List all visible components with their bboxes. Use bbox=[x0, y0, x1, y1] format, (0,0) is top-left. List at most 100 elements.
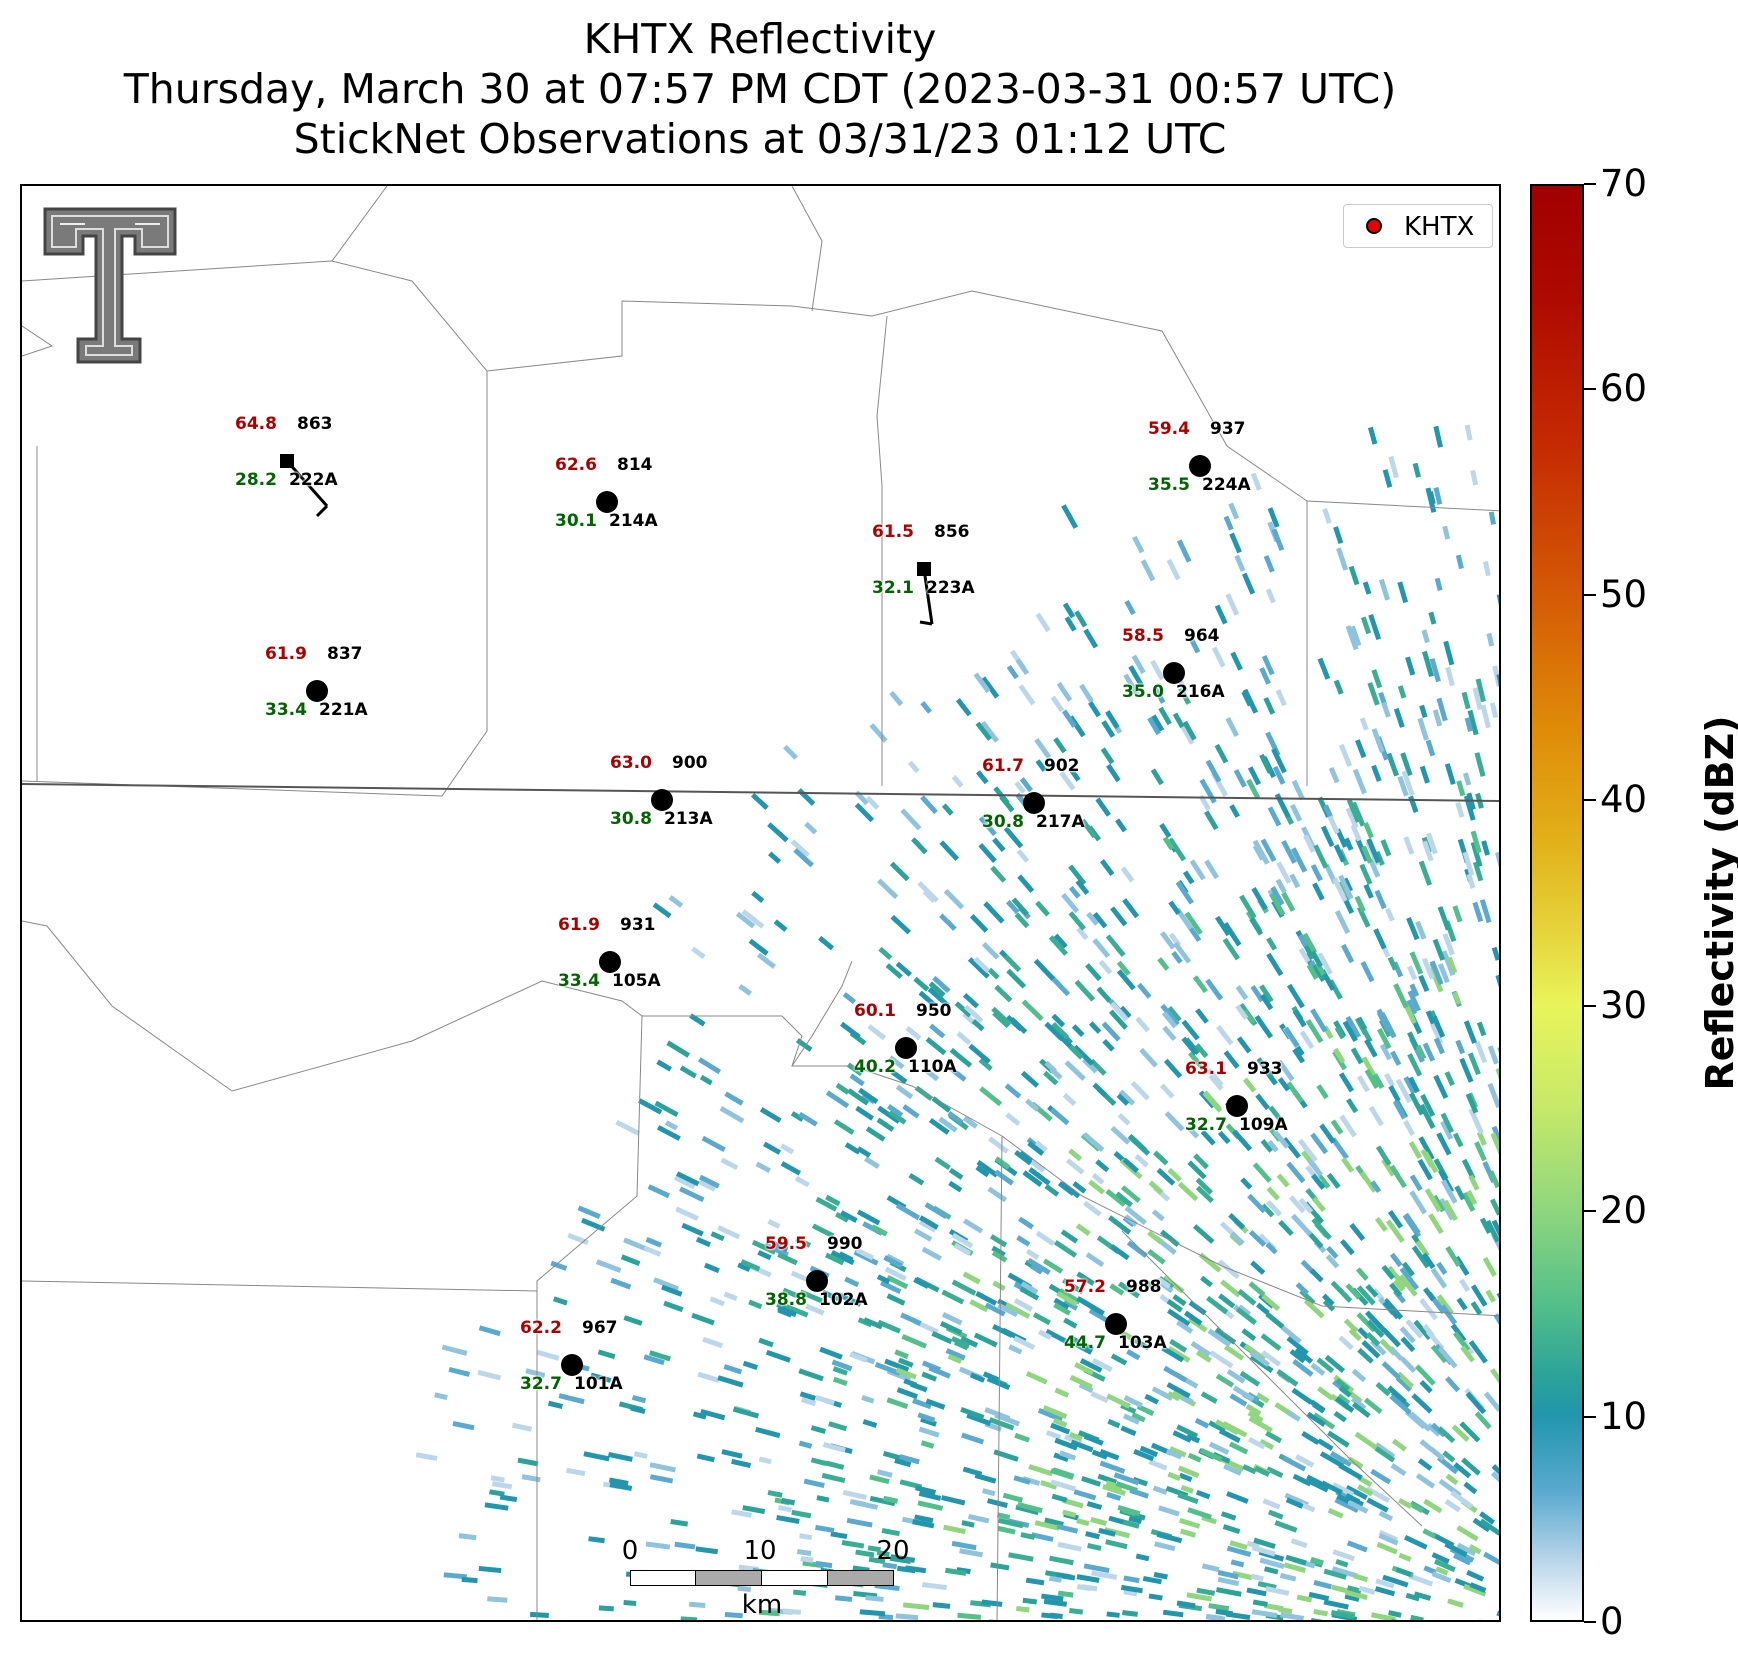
reflectivity-gate bbox=[1491, 1125, 1499, 1150]
reflectivity-gate bbox=[1223, 1463, 1242, 1476]
reflectivity-gate bbox=[1059, 771, 1076, 791]
station-dewpoint: 32.1 bbox=[872, 578, 914, 598]
reflectivity-gate bbox=[1102, 1039, 1115, 1052]
reflectivity-gate bbox=[1075, 1342, 1093, 1355]
reflectivity-gate bbox=[1133, 1448, 1155, 1462]
reflectivity-gate bbox=[1204, 859, 1220, 880]
reflectivity-gate bbox=[947, 1110, 964, 1125]
reflectivity-gate bbox=[1151, 1386, 1174, 1401]
reflectivity-gate bbox=[1053, 1297, 1070, 1310]
scale-segment bbox=[827, 1570, 894, 1586]
reflectivity-gate bbox=[1266, 937, 1278, 951]
reflectivity-gate bbox=[755, 1161, 771, 1174]
reflectivity-gate bbox=[1200, 1275, 1213, 1288]
reflectivity-gate bbox=[1384, 1072, 1396, 1088]
reflectivity-gate bbox=[915, 1485, 937, 1495]
reflectivity-gate bbox=[1456, 1542, 1477, 1557]
reflectivity-gate bbox=[1082, 1132, 1105, 1152]
reflectivity-gate bbox=[1470, 830, 1482, 854]
reflectivity-gate bbox=[1271, 528, 1285, 552]
reflectivity-gate bbox=[1291, 779, 1305, 801]
reflectivity-gate bbox=[1312, 1412, 1336, 1430]
reflectivity-gate bbox=[1319, 1123, 1336, 1144]
reflectivity-gate bbox=[1482, 1256, 1497, 1277]
reflectivity-gate bbox=[1052, 1417, 1068, 1428]
reflectivity-gate bbox=[1335, 1378, 1351, 1392]
station-dewpoint: 32.7 bbox=[1185, 1115, 1227, 1135]
reflectivity-gate bbox=[889, 690, 904, 707]
reflectivity-gate bbox=[792, 1589, 807, 1596]
reflectivity-gate bbox=[1351, 1401, 1371, 1419]
reflectivity-gate bbox=[1418, 860, 1433, 886]
reflectivity-gate bbox=[780, 1161, 802, 1176]
reflectivity-gate bbox=[1431, 1015, 1446, 1038]
reflectivity-gate bbox=[1081, 1584, 1098, 1592]
reflectivity-gate bbox=[1482, 561, 1491, 577]
reflectivity-gate bbox=[987, 1186, 1008, 1203]
reflectivity-gate bbox=[633, 1451, 648, 1459]
reflectivity-gate bbox=[1378, 691, 1388, 706]
reflectivity-gate bbox=[1445, 666, 1455, 687]
reflectivity-gate bbox=[1438, 963, 1450, 984]
reflectivity-gate bbox=[992, 1324, 1014, 1338]
reflectivity-gate bbox=[802, 1560, 825, 1569]
reflectivity-gate bbox=[689, 1013, 706, 1027]
reflectivity-gate bbox=[811, 1223, 835, 1239]
reflectivity-gate bbox=[914, 1228, 933, 1242]
reflectivity-gate bbox=[844, 1276, 860, 1288]
reflectivity-gate bbox=[924, 1202, 948, 1219]
reflectivity-gate bbox=[645, 1541, 671, 1550]
reflectivity-gate bbox=[1432, 938, 1446, 961]
reflectivity-gate bbox=[1365, 1283, 1379, 1298]
reflectivity-gate bbox=[1422, 840, 1434, 862]
reflectivity-gate bbox=[1153, 1150, 1169, 1166]
reflectivity-gate bbox=[691, 946, 706, 959]
reflectivity-gate bbox=[1243, 1077, 1257, 1093]
reflectivity-gate bbox=[1240, 1177, 1253, 1190]
reflectivity-gate bbox=[993, 1449, 1019, 1462]
reflectivity-gate bbox=[871, 1224, 888, 1237]
reflectivity-gate bbox=[1279, 1572, 1297, 1582]
reflectivity-gate bbox=[1068, 1148, 1083, 1162]
reflectivity-gate bbox=[1085, 1252, 1105, 1268]
reflectivity-gate bbox=[1126, 1240, 1148, 1258]
reflectivity-gate bbox=[1408, 795, 1419, 813]
reflectivity-gate bbox=[1184, 911, 1203, 935]
station-markers bbox=[280, 454, 1248, 1376]
reflectivity-gate bbox=[1011, 897, 1029, 917]
reflectivity-gate bbox=[978, 1057, 993, 1072]
reflectivity-gate bbox=[901, 1333, 927, 1349]
reflectivity-gate bbox=[1056, 1291, 1078, 1307]
reflectivity-gate bbox=[939, 913, 957, 931]
reflectivity-gate bbox=[943, 1524, 966, 1535]
reflectivity-gate bbox=[1333, 844, 1346, 863]
reflectivity-gate bbox=[1206, 1295, 1229, 1315]
reflectivity-gate bbox=[610, 1277, 632, 1290]
reflectivity-gate bbox=[1080, 818, 1097, 839]
reflectivity-gate bbox=[1345, 1015, 1361, 1039]
reflectivity-gate bbox=[1414, 1364, 1436, 1386]
reflectivity-gate bbox=[790, 1270, 808, 1282]
reflectivity-gate bbox=[1310, 1132, 1329, 1155]
reflectivity-gate bbox=[1424, 1146, 1435, 1161]
reflectivity-gate bbox=[1470, 469, 1479, 486]
station-marker bbox=[599, 951, 621, 973]
radar-map[interactable]: KHTX 64.8 863 28.2 222A 62.6 814 30.1 214A 59.4 9… bbox=[20, 184, 1501, 1622]
reflectivity-gate bbox=[883, 1495, 899, 1504]
reflectivity-gate bbox=[948, 1180, 963, 1193]
reflectivity-gate bbox=[815, 1196, 838, 1212]
reflectivity-gate bbox=[1381, 1264, 1395, 1280]
reflectivity-gate bbox=[1452, 991, 1462, 1005]
reflectivity-gate bbox=[1122, 1519, 1140, 1529]
station-id: 105A bbox=[612, 971, 661, 991]
reflectivity-gate bbox=[1425, 487, 1437, 513]
reflectivity-gate bbox=[800, 1397, 817, 1407]
colorbar-tick bbox=[1584, 799, 1596, 802]
reflectivity-gate bbox=[1085, 963, 1102, 982]
station-temp: 64.8 bbox=[235, 414, 277, 434]
reflectivity-gate bbox=[1128, 665, 1144, 686]
reflectivity-gate bbox=[1491, 1219, 1499, 1241]
reflectivity-gate bbox=[1286, 1410, 1301, 1422]
reflectivity-gate bbox=[1433, 1558, 1456, 1573]
reflectivity-gate bbox=[698, 1174, 720, 1189]
